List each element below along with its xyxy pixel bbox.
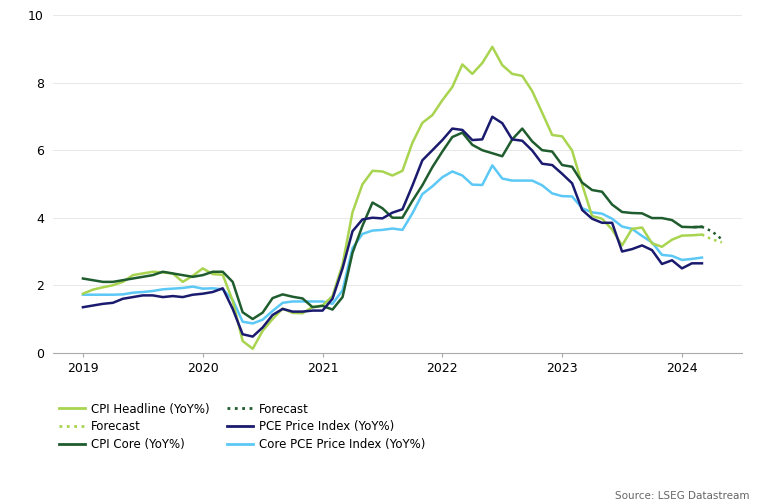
Text: Source: LSEG Datastream: Source: LSEG Datastream: [615, 491, 749, 501]
Legend: CPI Headline (YoY%), Forecast, CPI Core (YoY%), Forecast, PCE Price Index (YoY%): CPI Headline (YoY%), Forecast, CPI Core …: [59, 403, 425, 451]
